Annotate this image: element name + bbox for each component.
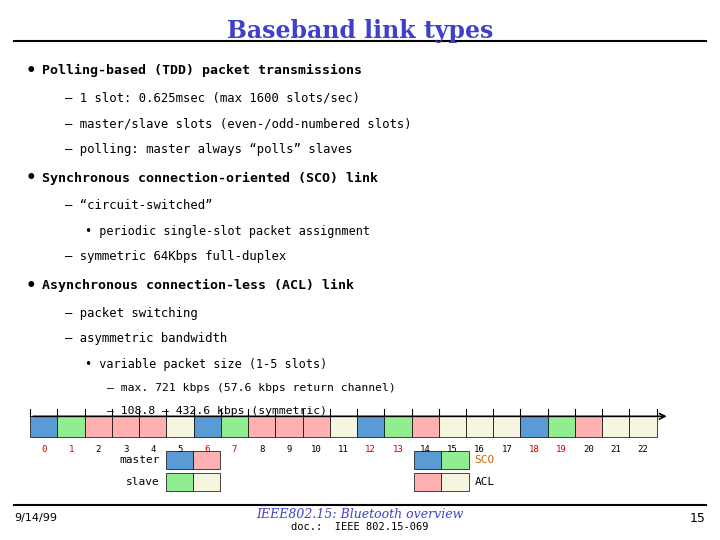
Text: – 108.8 – 432.6 kbps (symmetric): – 108.8 – 432.6 kbps (symmetric) xyxy=(107,406,327,416)
Text: •: • xyxy=(25,276,36,295)
Text: Synchronous connection-oriented (SCO) link: Synchronous connection-oriented (SCO) li… xyxy=(42,172,378,185)
Text: 20: 20 xyxy=(583,446,594,455)
Text: – symmetric 64Kbps full-duplex: – symmetric 64Kbps full-duplex xyxy=(65,250,286,263)
FancyBboxPatch shape xyxy=(357,416,384,437)
FancyBboxPatch shape xyxy=(384,416,412,437)
Text: Asynchronous connection-less (ACL) link: Asynchronous connection-less (ACL) link xyxy=(42,279,354,292)
Text: 19: 19 xyxy=(556,446,567,455)
Text: Polling-based (TDD) packet transmissions: Polling-based (TDD) packet transmissions xyxy=(42,64,361,77)
FancyBboxPatch shape xyxy=(602,416,629,437)
Text: – 1 slot: 0.625msec (max 1600 slots/sec): – 1 slot: 0.625msec (max 1600 slots/sec) xyxy=(65,92,360,105)
Text: 16: 16 xyxy=(474,446,485,455)
FancyBboxPatch shape xyxy=(193,451,220,469)
FancyBboxPatch shape xyxy=(193,472,220,491)
FancyBboxPatch shape xyxy=(414,451,441,469)
Text: SCO: SCO xyxy=(474,455,495,465)
Text: •: • xyxy=(25,169,36,187)
FancyBboxPatch shape xyxy=(139,416,166,437)
FancyBboxPatch shape xyxy=(275,416,302,437)
Text: 14: 14 xyxy=(420,446,431,455)
Text: – “circuit-switched”: – “circuit-switched” xyxy=(65,199,212,212)
Text: master: master xyxy=(120,455,160,465)
Text: 9/14/99: 9/14/99 xyxy=(14,514,58,523)
FancyBboxPatch shape xyxy=(629,416,657,437)
FancyBboxPatch shape xyxy=(302,416,330,437)
FancyBboxPatch shape xyxy=(85,416,112,437)
FancyBboxPatch shape xyxy=(330,416,357,437)
Text: • variable packet size (1-5 slots): • variable packet size (1-5 slots) xyxy=(85,357,327,370)
Text: 15: 15 xyxy=(447,446,458,455)
Text: 11: 11 xyxy=(338,446,348,455)
FancyBboxPatch shape xyxy=(58,416,85,437)
FancyBboxPatch shape xyxy=(414,472,441,491)
FancyBboxPatch shape xyxy=(441,451,469,469)
Text: – polling: master always “polls” slaves: – polling: master always “polls” slaves xyxy=(65,143,352,156)
FancyBboxPatch shape xyxy=(441,472,469,491)
Text: •: • xyxy=(25,62,36,80)
FancyBboxPatch shape xyxy=(548,416,575,437)
Text: IEEE802.15: Bluetooth overview: IEEE802.15: Bluetooth overview xyxy=(256,508,464,521)
FancyBboxPatch shape xyxy=(438,416,466,437)
Text: 6: 6 xyxy=(204,446,210,455)
Text: ACL: ACL xyxy=(474,477,495,487)
Text: Baseband link types: Baseband link types xyxy=(227,19,493,43)
FancyBboxPatch shape xyxy=(248,416,275,437)
Text: 0: 0 xyxy=(41,446,47,455)
FancyBboxPatch shape xyxy=(166,472,193,491)
FancyBboxPatch shape xyxy=(166,451,193,469)
Text: 5: 5 xyxy=(177,446,183,455)
FancyBboxPatch shape xyxy=(221,416,248,437)
Text: doc.:  IEEE 802.15-069: doc.: IEEE 802.15-069 xyxy=(292,522,428,532)
FancyBboxPatch shape xyxy=(575,416,602,437)
Text: 3: 3 xyxy=(123,446,128,455)
FancyBboxPatch shape xyxy=(466,416,493,437)
Text: – max. 721 kbps (57.6 kbps return channel): – max. 721 kbps (57.6 kbps return channe… xyxy=(107,383,395,393)
Text: • periodic single-slot packet assignment: • periodic single-slot packet assignment xyxy=(85,225,370,238)
Text: slave: slave xyxy=(126,477,160,487)
Text: 8: 8 xyxy=(259,446,264,455)
Text: 9: 9 xyxy=(287,446,292,455)
Text: 12: 12 xyxy=(365,446,376,455)
Text: 22: 22 xyxy=(638,446,649,455)
FancyBboxPatch shape xyxy=(493,416,521,437)
Text: 13: 13 xyxy=(392,446,403,455)
Text: 1: 1 xyxy=(68,446,73,455)
Text: 10: 10 xyxy=(311,446,322,455)
Text: – master/slave slots (even-/odd-numbered slots): – master/slave slots (even-/odd-numbered… xyxy=(65,117,411,130)
Text: – packet switching: – packet switching xyxy=(65,307,197,320)
Text: 18: 18 xyxy=(528,446,539,455)
Text: 17: 17 xyxy=(501,446,512,455)
Text: 2: 2 xyxy=(96,446,101,455)
FancyBboxPatch shape xyxy=(412,416,438,437)
FancyBboxPatch shape xyxy=(112,416,139,437)
FancyBboxPatch shape xyxy=(194,416,221,437)
FancyBboxPatch shape xyxy=(30,416,58,437)
Text: 7: 7 xyxy=(232,446,237,455)
Text: 21: 21 xyxy=(611,446,621,455)
Text: 15: 15 xyxy=(690,512,706,525)
Text: – asymmetric bandwidth: – asymmetric bandwidth xyxy=(65,332,227,345)
FancyBboxPatch shape xyxy=(166,416,194,437)
Text: 4: 4 xyxy=(150,446,156,455)
FancyBboxPatch shape xyxy=(521,416,548,437)
